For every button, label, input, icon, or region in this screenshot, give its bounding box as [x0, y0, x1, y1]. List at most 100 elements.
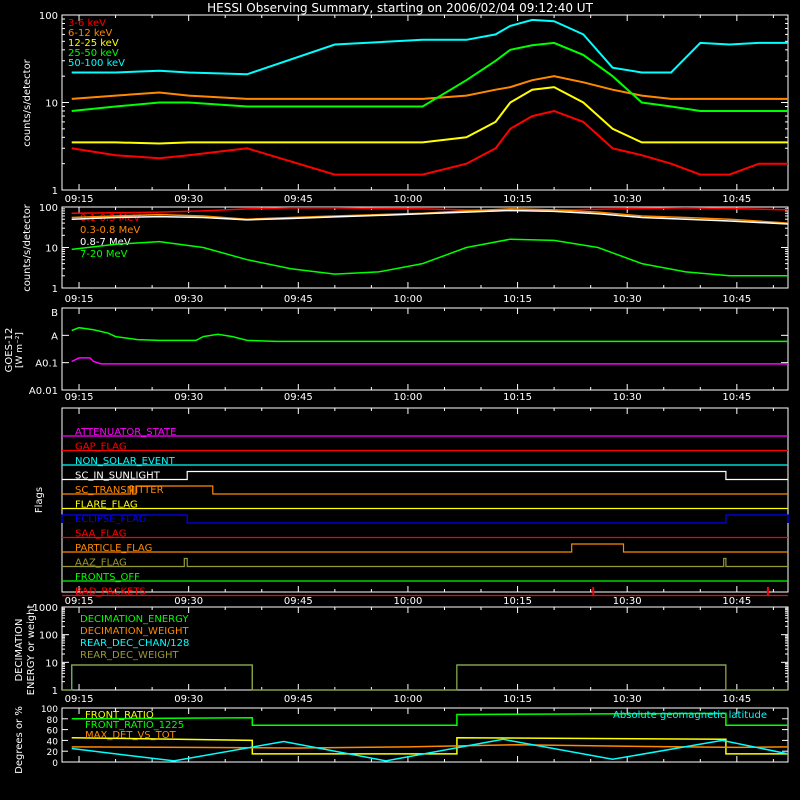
x-tick-label: 10:00	[394, 596, 423, 607]
flag-line	[62, 557, 788, 568]
flag-line	[62, 543, 788, 553]
x-tick-label: 10:45	[722, 596, 751, 607]
panel5-y-tick-label: 10	[45, 658, 58, 669]
x-tick-label: 09:45	[284, 194, 313, 205]
x-tick-label: 09:15	[65, 596, 94, 607]
x-tick-label: 09:15	[65, 694, 94, 705]
x-tick-label: 10:00	[394, 294, 423, 305]
x-tick-label: 10:15	[503, 596, 532, 607]
panel6-y-tick-label: 100	[41, 705, 58, 715]
flag-label: PARTICLE_FLAG	[75, 543, 152, 554]
panel3-series-line	[71, 326, 788, 343]
panel5-legend-entry: DECIMATION_ENERGY	[80, 614, 189, 625]
panel2-legend-entry: 0.8-7 MeV	[80, 237, 131, 248]
flag-line	[61, 514, 789, 524]
panel1-legend-entry: 50-100 keV	[68, 58, 125, 69]
panel1-series-line	[71, 18, 788, 76]
panel5-y-axis-label-line1: DECIMATION	[14, 618, 25, 681]
x-tick-label: 10:45	[722, 294, 751, 305]
flag-line	[62, 470, 788, 481]
panel6-legend-entry: FRONT_RATIO	[85, 710, 154, 721]
panel6-y-tick-label: 20	[47, 748, 59, 758]
panel5-y-tick-label: 1	[52, 686, 58, 697]
flag-label: GAP_FLAG	[75, 442, 127, 453]
flag-label: ATTENUATOR_STATE	[75, 427, 176, 438]
panel1-legend-entry: 12-25 keV	[68, 38, 119, 49]
x-tick-label: 09:30	[174, 596, 203, 607]
x-tick-label: 09:30	[174, 392, 203, 403]
panel2-series-line	[71, 209, 789, 225]
x-tick-label: 10:30	[613, 596, 642, 607]
panel2-series-line	[71, 238, 788, 277]
panel1-y-tick-label: 100	[39, 11, 58, 22]
panel5-legend-entry: DECIMATION_WEIGHT	[80, 626, 189, 637]
figure-title: HESSI Observing Summary, starting on 200…	[207, 1, 593, 15]
panel6-series-line	[71, 738, 789, 762]
x-tick-label: 09:45	[284, 392, 313, 403]
x-tick-label: 09:45	[284, 596, 313, 607]
panel1-series-line	[71, 41, 788, 112]
panel5-legend-entry: REAR_DEC_CHAN/128	[80, 638, 189, 649]
flag-line	[62, 485, 788, 495]
x-tick-label: 10:30	[613, 194, 642, 205]
panel6-legend-entry: FRONT_RATIO_1225	[85, 720, 184, 731]
x-tick-label: 09:30	[174, 194, 203, 205]
panel2-y-tick-label: 100	[39, 203, 58, 214]
x-tick-label: 10:30	[613, 392, 642, 403]
panel1-legend-entry: 6-12 keV	[68, 28, 112, 39]
x-tick-label: 10:00	[394, 392, 423, 403]
x-tick-label: 10:45	[722, 194, 751, 205]
panel1-y-tick-label: 10	[45, 99, 58, 110]
panel1-series-line	[71, 109, 788, 176]
x-tick-label: 09:45	[284, 294, 313, 305]
panel6-y-tick-label: 0	[52, 759, 58, 769]
panel3-y-tick-label: B	[51, 308, 58, 319]
panel2-legend-entry: 7-20 MeV	[80, 249, 128, 260]
panel6-y-tick-label: 80	[47, 716, 59, 726]
panel5-series-line	[62, 664, 788, 691]
panel6-y-axis-label: Degrees or %	[14, 706, 25, 774]
x-tick-label: 09:45	[284, 694, 313, 705]
panel3-y-axis-unit: [W m⁻²]	[15, 332, 25, 368]
panel6-legend-entry: MAX_DET_VS_TOT	[85, 730, 177, 741]
panel6-series-line	[71, 712, 788, 727]
flag-label: SC_IN_SUNLIGHT	[75, 471, 161, 482]
x-tick-label: 09:15	[65, 392, 94, 403]
flag-label: BAD_PACKETS	[75, 587, 146, 598]
panel2-y-tick-label: 10	[45, 244, 58, 255]
panel2-y-tick-label: 1	[52, 284, 58, 295]
panel3-y-axis-label: GOES-12	[4, 328, 15, 373]
flag-label: FRONTS_OFF	[75, 572, 140, 583]
x-tick-label: 09:15	[65, 194, 94, 205]
x-tick-label: 10:00	[394, 694, 423, 705]
panel6-legend-entry: Absolute geomagnetic latitude	[613, 710, 767, 721]
panel6-frame	[61, 707, 789, 763]
panel1-legend-entry: 3-6 keV	[68, 18, 106, 29]
panel5-series-line	[62, 664, 788, 691]
panel2-series-line	[71, 207, 789, 215]
panel5-y-tick-label: 100	[39, 631, 58, 642]
flag-label: SC_TRANSMITTER	[75, 485, 164, 496]
panel1-series-line	[71, 86, 788, 145]
flag-label: NON_SOLAR_EVENT	[75, 456, 176, 467]
x-tick-label: 09:30	[174, 694, 203, 705]
panel2-y-axis-label: counts/s/detector	[22, 203, 33, 291]
x-tick-label: 10:00	[394, 194, 423, 205]
x-tick-label: 10:15	[503, 294, 532, 305]
panel3-y-tick-label: A0.1	[35, 359, 58, 370]
flag-label: ECLIPSE_FLAG	[75, 514, 146, 525]
panel5-y-axis-label-line2: ENERGY or weight	[26, 605, 37, 696]
panel6-y-tick-label: 40	[47, 737, 59, 747]
panel1-y-axis-label: counts/s/detector	[22, 58, 33, 146]
x-tick-label: 10:30	[613, 694, 642, 705]
x-tick-label: 09:30	[174, 294, 203, 305]
flag-label: SAA_FLAG	[75, 529, 126, 540]
panel3-series-line	[71, 357, 788, 365]
panel1-y-tick-label: 1	[52, 186, 58, 197]
panel3-y-tick-label: A0.01	[29, 386, 58, 397]
panel4-y-axis-label: Flags	[34, 487, 45, 513]
panel2-legend-entry: 0.3-0.8 MeV	[80, 225, 140, 236]
panel5-legend-entry: REAR_DEC_WEIGHT	[80, 650, 179, 661]
